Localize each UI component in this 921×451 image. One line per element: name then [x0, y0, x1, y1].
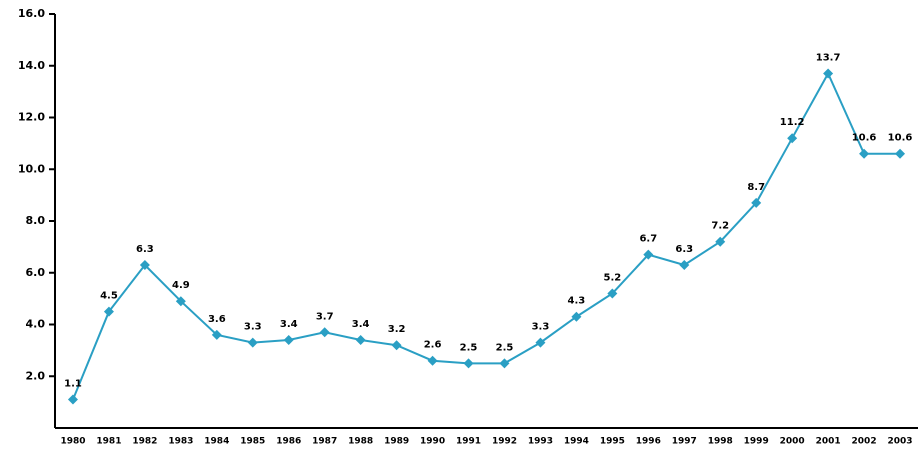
value-label: 6.7: [639, 234, 657, 245]
y-tick-label: 4.0: [26, 318, 46, 331]
y-tick-label: 2.0: [26, 369, 46, 382]
data-point: [355, 335, 366, 346]
x-tick-label: 2003: [887, 437, 912, 447]
value-label: 5.2: [603, 272, 621, 283]
x-tick-label: 1994: [564, 437, 589, 447]
x-tick-label: 1990: [420, 437, 445, 447]
data-point: [895, 148, 906, 159]
value-label: 6.3: [136, 244, 154, 255]
data-point: [535, 337, 546, 348]
x-tick-label: 1986: [276, 437, 301, 447]
x-tick-label: 1993: [528, 437, 553, 447]
value-label: 10.6: [888, 133, 913, 144]
data-point: [679, 259, 690, 270]
x-tick-label: 1981: [96, 437, 121, 447]
data-point: [427, 355, 438, 366]
x-tick-label: 1997: [672, 437, 697, 447]
data-point: [175, 296, 186, 307]
value-label: 4.9: [172, 280, 190, 291]
value-label: 3.3: [244, 322, 262, 333]
value-label: 1.1: [64, 379, 82, 390]
value-label: 7.2: [711, 221, 729, 232]
value-label: 2.6: [424, 340, 442, 351]
data-point: [283, 335, 294, 346]
value-label: 2.5: [496, 342, 514, 353]
data-point: [463, 358, 474, 369]
value-label: 3.4: [352, 319, 370, 330]
x-tick-label: 1982: [132, 437, 157, 447]
data-point: [643, 249, 654, 260]
x-tick-label: 1995: [600, 437, 625, 447]
y-tick-label: 12.0: [18, 111, 45, 124]
data-point: [103, 306, 114, 317]
value-label: 6.3: [675, 244, 693, 255]
x-tick-label: 1998: [708, 437, 733, 447]
y-tick-label: 16.0: [18, 7, 45, 20]
value-label: 13.7: [816, 53, 841, 64]
x-tick-label: 2002: [852, 437, 877, 447]
x-tick-label: 1996: [636, 437, 661, 447]
y-tick-label: 8.0: [26, 214, 46, 227]
value-label: 4.5: [100, 291, 118, 302]
data-point: [859, 148, 870, 159]
data-point: [607, 288, 618, 299]
x-tick-label: 1984: [204, 437, 229, 447]
value-label: 3.3: [532, 322, 550, 333]
x-tick-label: 1989: [384, 437, 409, 447]
data-point: [751, 197, 762, 208]
data-point: [67, 394, 78, 405]
x-tick-label: 1985: [240, 437, 265, 447]
value-label: 10.6: [852, 133, 877, 144]
x-tick-label: 1992: [492, 437, 517, 447]
data-point: [787, 133, 798, 144]
value-label: 4.3: [568, 296, 586, 307]
data-point: [391, 340, 402, 351]
data-point: [571, 311, 582, 322]
data-point: [319, 327, 330, 338]
data-point: [139, 259, 150, 270]
x-tick-label: 2001: [816, 437, 841, 447]
x-tick-label: 1999: [744, 437, 769, 447]
x-tick-label: 1987: [312, 437, 337, 447]
data-point: [247, 337, 258, 348]
data-point: [715, 236, 726, 247]
data-line: [72, 71, 901, 400]
value-label: 3.2: [388, 324, 406, 335]
data-point: [211, 329, 222, 340]
value-label: 3.6: [208, 314, 226, 325]
x-tick-label: 1980: [60, 437, 85, 447]
y-tick-label: 10.0: [18, 162, 45, 175]
value-label: 3.7: [316, 311, 334, 322]
x-tick-label: 1983: [168, 437, 193, 447]
y-tick-label: 14.0: [18, 59, 45, 72]
value-label: 8.7: [747, 182, 765, 193]
value-label: 11.2: [780, 117, 805, 128]
data-point: [499, 358, 510, 369]
x-tick-label: 2000: [780, 437, 805, 447]
x-tick-label: 1991: [456, 437, 481, 447]
data-point: [823, 68, 834, 79]
x-tick-label: 1988: [348, 437, 373, 447]
value-label: 3.4: [280, 319, 298, 330]
y-tick-label: 6.0: [26, 266, 46, 279]
value-label: 2.5: [460, 342, 478, 353]
